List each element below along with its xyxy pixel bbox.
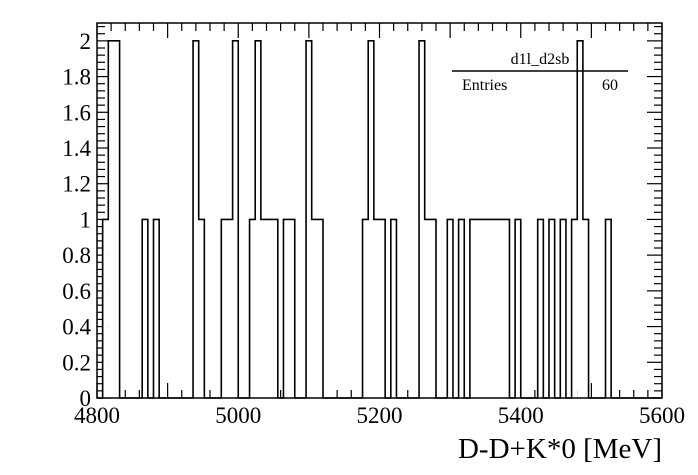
histogram-bin bbox=[571, 219, 578, 398]
histogram-bin bbox=[306, 40, 312, 398]
histogram-bin bbox=[577, 40, 583, 398]
histogram-bin bbox=[390, 219, 397, 398]
legend-entries-value: 60 bbox=[602, 77, 618, 94]
histogram-bin bbox=[498, 219, 504, 398]
x-tick-label: 4800 bbox=[74, 403, 120, 428]
histogram-bin bbox=[198, 219, 205, 398]
histogram-bin bbox=[142, 219, 148, 398]
histogram-bin bbox=[605, 219, 612, 398]
histogram-bin bbox=[311, 219, 318, 398]
histogram-bin bbox=[368, 40, 374, 398]
histogram-bin bbox=[153, 219, 160, 398]
histogram-bin bbox=[102, 219, 109, 398]
histogram-bin bbox=[266, 219, 273, 398]
y-tick-label: 0.4 bbox=[62, 315, 91, 340]
legend-entries-label: Entries bbox=[462, 77, 507, 94]
histogram-bin bbox=[419, 40, 425, 398]
legend-name: d1l_d2sb bbox=[511, 51, 570, 68]
histogram-bin bbox=[469, 219, 476, 398]
stats-legend: d1l_d2sb Entries 60 bbox=[452, 51, 628, 94]
y-tick-label: 1 bbox=[80, 207, 92, 232]
histogram-bin bbox=[317, 219, 323, 398]
y-tick-label: 1.2 bbox=[62, 172, 91, 197]
y-tick-label: 0.2 bbox=[62, 350, 91, 375]
histogram-bin bbox=[537, 219, 544, 398]
histogram-bin bbox=[373, 219, 380, 398]
histogram-bin bbox=[458, 219, 465, 398]
histogram-bin bbox=[272, 219, 278, 398]
y-tick-label: 1.8 bbox=[62, 65, 91, 90]
histogram-bin bbox=[226, 219, 233, 398]
histogram-bin bbox=[289, 219, 295, 398]
x-tick-label: 5400 bbox=[498, 403, 544, 428]
histogram-bin bbox=[503, 219, 510, 398]
histogram-bars bbox=[102, 40, 612, 398]
y-axis-labels: 0 0.2 0.4 0.6 0.8 1 1.2 1.4 1.6 1.8 2 bbox=[62, 29, 91, 411]
histogram-bin bbox=[260, 219, 267, 398]
x-axis-labels: 4800 5000 5200 5400 5600 bbox=[74, 403, 685, 428]
histogram-bin bbox=[424, 219, 431, 398]
histogram-bin bbox=[113, 40, 120, 398]
histogram-bin bbox=[515, 219, 521, 398]
y-tick-label: 0.6 bbox=[62, 279, 91, 304]
y-tick-label: 1.6 bbox=[62, 100, 91, 125]
x-tick-label: 5000 bbox=[215, 403, 261, 428]
y-tick-label: 2 bbox=[80, 29, 92, 54]
histogram-bin bbox=[108, 40, 114, 398]
histogram-bin bbox=[447, 219, 453, 398]
histogram-bin bbox=[193, 40, 199, 398]
histogram-bin bbox=[492, 219, 499, 398]
histogram-bin bbox=[379, 219, 386, 398]
histogram-bin bbox=[430, 219, 436, 398]
histogram-bin bbox=[232, 40, 239, 398]
histogram-bin bbox=[475, 219, 482, 398]
histogram-bin bbox=[549, 219, 555, 398]
x-tick-label: 5200 bbox=[357, 403, 403, 428]
histogram-bin bbox=[362, 219, 369, 398]
histogram-bin bbox=[486, 219, 493, 398]
histogram-bin bbox=[249, 219, 256, 398]
x-axis-title: D-D+K*0 [MeV] bbox=[458, 433, 662, 465]
histogram-outline bbox=[97, 40, 662, 399]
y-tick-label: 0.8 bbox=[62, 243, 91, 268]
y-tick-label: 1.4 bbox=[62, 136, 91, 161]
histogram-bin bbox=[255, 40, 261, 398]
histogram-bin bbox=[221, 219, 227, 398]
histogram-bin bbox=[283, 219, 290, 398]
histogram-bin bbox=[582, 219, 589, 398]
histogram-bin bbox=[481, 219, 487, 398]
x-tick-label: 5600 bbox=[639, 403, 685, 428]
histogram-bin bbox=[560, 219, 566, 398]
y-tick-label: 0 bbox=[80, 386, 92, 411]
plot-frame bbox=[96, 22, 663, 399]
